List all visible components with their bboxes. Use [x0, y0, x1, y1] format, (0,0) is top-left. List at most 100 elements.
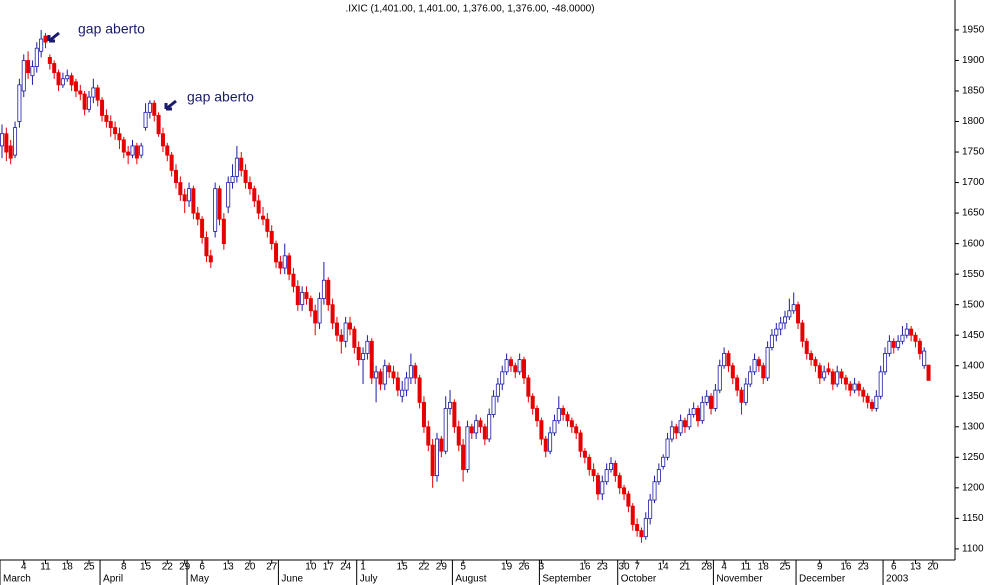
y-tick-label: 1200: [962, 482, 985, 493]
y-tick-label: 1500: [962, 299, 985, 310]
candle-body: [252, 188, 257, 202]
candle-body: [617, 475, 622, 489]
month-label: April: [103, 574, 123, 585]
candle-body: [783, 316, 788, 324]
candle-body: [900, 334, 905, 342]
candle-body: [656, 469, 661, 483]
candle-body: [13, 127, 18, 156]
candle-body: [352, 328, 357, 348]
candle-body: [469, 426, 474, 434]
candle-body: [104, 114, 109, 122]
candle-body: [30, 66, 35, 77]
candle-body: [904, 328, 909, 336]
candle-body: [39, 38, 44, 52]
candle-body: [717, 365, 722, 391]
x-tick-label: 15: [140, 562, 152, 573]
x-tick-label: 17: [323, 562, 335, 573]
candle-body: [339, 334, 344, 342]
candle-body: [491, 395, 496, 415]
candle-body: [522, 359, 527, 379]
candle-body: [865, 395, 870, 403]
candle-body: [856, 383, 861, 391]
candle-body: [313, 310, 318, 324]
candle-body: [134, 145, 139, 159]
y-tick-label: 1950: [962, 25, 985, 36]
chart-title: .IXIC (1,401.00, 1,401.00, 1,376.00, 1,3…: [345, 4, 594, 15]
candle-body: [748, 371, 753, 385]
month-label: December: [799, 574, 846, 585]
candle-body: [465, 426, 470, 470]
candle-body: [843, 377, 848, 385]
candle-body: [165, 145, 170, 156]
candle-body: [891, 340, 896, 348]
candle-body: [643, 517, 648, 538]
candle-body: [761, 365, 766, 379]
candle-body: [926, 364, 931, 381]
candle-body: [304, 292, 309, 299]
candle-body: [517, 359, 522, 373]
x-tick-label: 25: [779, 562, 791, 573]
candle-body: [247, 182, 252, 190]
candle-body: [461, 444, 466, 470]
y-tick-label: 1700: [962, 177, 985, 188]
candle-body: [108, 121, 113, 129]
candle-body: [21, 60, 26, 92]
candle-body: [87, 96, 92, 110]
candle-body: [213, 188, 218, 232]
candle-body: [169, 154, 174, 171]
candle-body: [613, 463, 618, 477]
candle-body: [395, 377, 400, 391]
candle-body: [182, 194, 187, 202]
x-tick-label: 13: [910, 562, 922, 573]
candle-body: [8, 145, 13, 159]
month-label: June: [281, 574, 303, 585]
x-tick-label: 4: [21, 562, 27, 573]
y-tick-label: 1850: [962, 86, 985, 97]
x-tick-label: 11: [741, 562, 752, 573]
candle-body: [369, 340, 374, 379]
candle-body: [648, 499, 653, 519]
candle-body: [387, 365, 392, 373]
candle-body: [565, 414, 570, 422]
candle-body: [800, 322, 805, 342]
x-tick-label: 7: [634, 562, 640, 573]
candle-body: [626, 493, 631, 507]
x-tick-label: 4: [721, 562, 727, 573]
candle-body: [278, 261, 283, 269]
x-tick-label: 18: [758, 562, 770, 573]
candle-body: [765, 347, 770, 379]
candle-body: [696, 408, 701, 422]
candle-body: [426, 426, 431, 446]
candle-body: [713, 389, 718, 409]
x-tick-label: 20: [244, 562, 256, 573]
candle-body: [269, 231, 274, 245]
y-tick-label: 1800: [962, 116, 985, 127]
candle-body: [796, 304, 801, 324]
x-tick-label: 8: [121, 562, 127, 573]
candle-body: [343, 322, 348, 342]
candle-body: [622, 487, 627, 495]
candle-body: [817, 365, 822, 379]
candle-body: [543, 438, 548, 452]
candle-body: [143, 111, 148, 129]
candle-body: [200, 218, 205, 238]
candle-body: [47, 56, 52, 64]
x-tick-label: 6: [199, 562, 205, 573]
candle-body: [852, 383, 857, 391]
candle-body: [330, 304, 335, 324]
candle-body: [187, 188, 192, 202]
candle-body: [243, 169, 248, 183]
candle-body: [922, 350, 927, 367]
annotation: gap aberto: [78, 21, 145, 37]
candle-body: [878, 371, 883, 397]
candle-body: [326, 279, 331, 306]
candle-body: [291, 273, 296, 287]
candle-body: [430, 444, 435, 477]
x-tick-label: 18: [62, 562, 74, 573]
candle-body: [556, 408, 561, 422]
candle-body: [34, 47, 39, 67]
y-tick-label: 1600: [962, 238, 985, 249]
candle-body: [226, 182, 231, 208]
candle-body: [848, 383, 853, 391]
